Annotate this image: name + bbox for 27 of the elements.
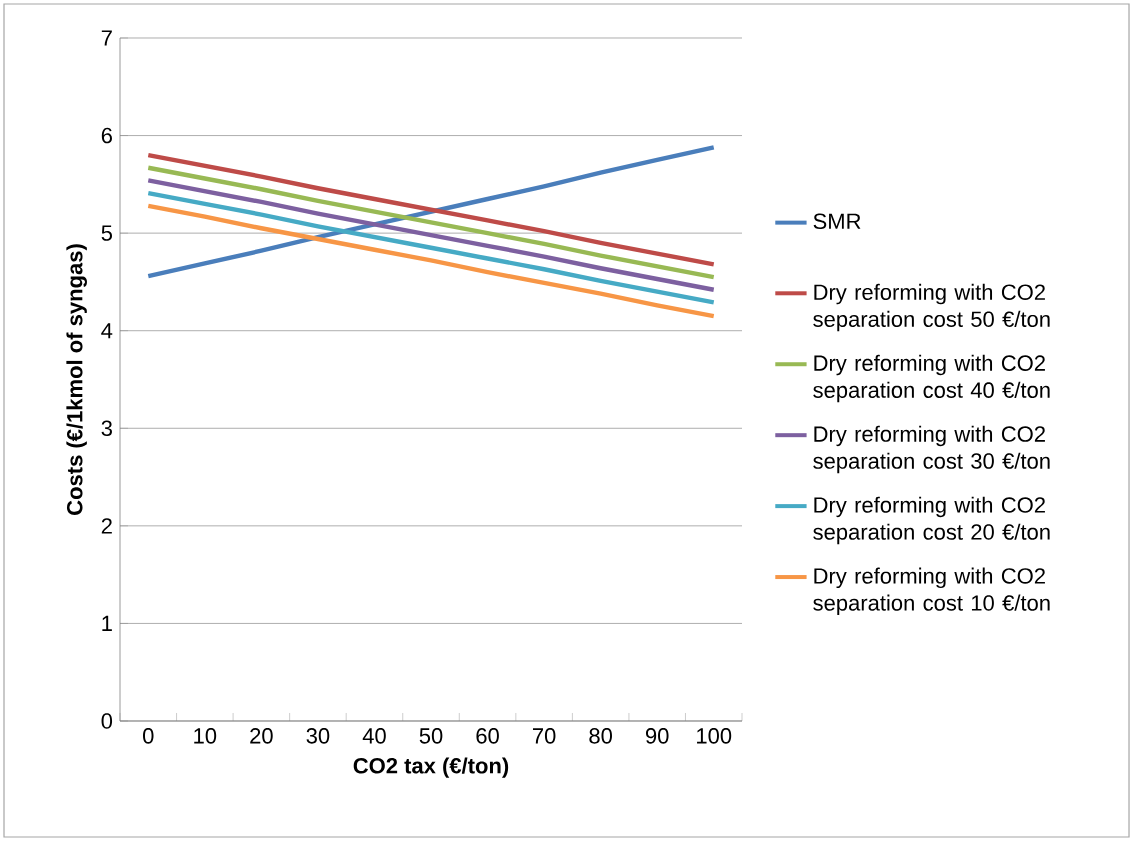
- y-tick-label: 5: [101, 225, 112, 241]
- x-tick-label: 60: [476, 728, 499, 744]
- y-tick-label: 2: [101, 518, 112, 534]
- y-tick-label: 4: [101, 323, 113, 339]
- x-tick-label: 80: [589, 728, 612, 744]
- legend-label: Dry reforming with CO2 separation cost 30 €/ton: [813, 425, 1050, 474]
- x-tick-label: 100: [697, 728, 732, 744]
- x-tick-label: 10: [194, 728, 217, 744]
- legend-label: Dry reforming with CO2 separation cost 10 €/ton: [813, 567, 1050, 616]
- y-tick-label: 3: [101, 420, 112, 437]
- y-tick-label: 0: [101, 713, 113, 729]
- legend-label: SMR: [813, 213, 861, 230]
- x-axis-title: CO2 tax (€/ton): [353, 757, 509, 778]
- y-tick-label: 7: [101, 30, 112, 46]
- legend-label: Dry reforming with CO2 separation cost 20 €/ton: [813, 496, 1050, 545]
- x-tick-label: 90: [645, 728, 669, 744]
- x-tick-label: 20: [250, 728, 273, 744]
- y-tick-label: 6: [101, 127, 112, 144]
- y-tick-label: 1: [102, 615, 112, 631]
- x-tick-label: 0: [143, 728, 154, 744]
- x-tick-label: 40: [362, 728, 386, 744]
- legend-label: Dry reforming with CO2 separation cost 40 €/ton: [813, 354, 1050, 403]
- x-tick-label: 30: [306, 728, 330, 744]
- legend-label: Dry reforming with CO2 separation cost 50 €/ton: [813, 283, 1050, 332]
- y-axis-title: Costs (€/1kmol of syngas): [66, 244, 87, 515]
- x-tick-label: 70: [533, 728, 556, 744]
- x-tick-label: 50: [419, 728, 443, 744]
